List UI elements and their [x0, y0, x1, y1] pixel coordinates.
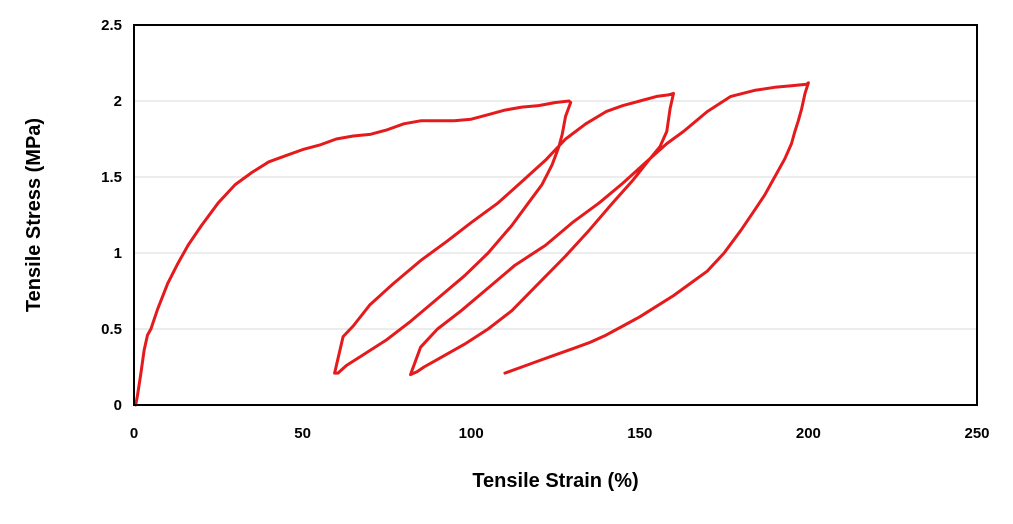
series-line	[134, 81, 810, 407]
x-tick-label: 50	[294, 425, 311, 442]
y-tick-label: 1	[114, 245, 122, 262]
x-tick-label: 100	[459, 425, 484, 442]
y-axis-title: Tensile Stress (MPa)	[23, 118, 45, 312]
y-tick-label: 0	[114, 397, 122, 414]
y-tick-label: 0.5	[101, 321, 122, 338]
x-axis-title: Tensile Strain (%)	[472, 470, 638, 492]
x-tick-label: 0	[130, 425, 138, 442]
plot-frame	[133, 24, 978, 406]
y-axis-ticks: 0 0.5 1 1.5 2 2.5	[101, 17, 122, 414]
series-layer	[134, 81, 810, 407]
x-tick-label: 200	[796, 425, 821, 442]
y-tick-label: 1.5	[101, 169, 122, 186]
y-tick-label: 2.5	[101, 17, 122, 34]
x-axis-ticks: 0 50 100 150 200 250	[130, 425, 990, 442]
y-tick-label: 2	[114, 93, 122, 110]
grid-lines	[134, 100, 977, 330]
x-tick-label: 250	[964, 425, 989, 442]
x-tick-label: 150	[627, 425, 652, 442]
